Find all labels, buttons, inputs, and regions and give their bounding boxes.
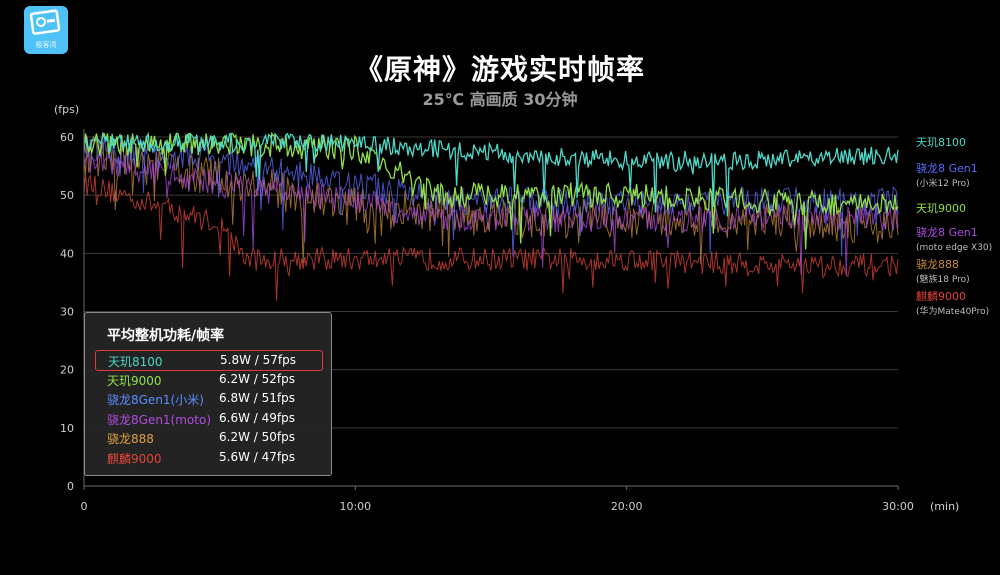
legend-entry-sub: (moto edge X30) [916, 243, 992, 253]
legend-entry-sub: (华为Mate40Pro) [916, 305, 989, 317]
stats-row: 天玑9000 6.2W / 52fps [95, 370, 321, 389]
legend-entry: 骁龙8 Gen1 [916, 225, 978, 239]
stats-row: 天玑8100 5.8W / 57fps [95, 350, 323, 371]
legend-entry: 骁龙888 [916, 257, 959, 271]
legend: 天玑8100 骁龙8 Gen1 (小米12 Pro) 天玑9000 骁龙8 Gen1 (m… [916, 136, 992, 317]
y-tick-label: 60 [60, 131, 74, 144]
stats-row-name: 天玑9000 [107, 373, 162, 388]
stats-row-value: 6.8W / 51fps [219, 391, 295, 406]
x-tick-label: 0 [81, 500, 88, 513]
legend-entry-sub: (魅族18 Pro) [916, 273, 970, 285]
chart-subtitle: 25℃ 高画质 30分钟 [422, 90, 578, 109]
stats-row: 骁龙8Gen1(小米) 6.8W / 51fps [95, 389, 321, 408]
series-layer [83, 131, 899, 301]
y-tick-label: 50 [60, 189, 74, 202]
y-tick-label: 20 [60, 364, 74, 377]
axes: 0 10 20 30 40 50 60 0 10:00 20:00 30:00 (fps) (min) [54, 103, 959, 513]
chart-title: 《原神》游戏实时帧率 [354, 53, 645, 86]
stats-row-name: 骁龙888 [107, 432, 154, 447]
stats-row-value: 5.6W / 47fps [219, 450, 295, 464]
legend-entry: 天玑9000 [916, 202, 966, 215]
stats-row: 骁龙888 6.2W / 50fps [95, 428, 321, 447]
logo: 极客湾 [24, 6, 68, 54]
series-line [83, 131, 899, 217]
y-tick-label: 10 [60, 422, 74, 435]
stats-panel-title: 平均整机功耗/帧率 [107, 328, 225, 344]
x-tick-label: 10:00 [339, 500, 371, 513]
stats-row-name: 天玑8100 [108, 355, 163, 369]
logo-text: 极客湾 [35, 41, 57, 49]
logo-icon [29, 9, 61, 35]
series-line [83, 173, 899, 301]
stats-row-value: 6.2W / 50fps [219, 430, 295, 445]
legend-entry-sub: (小米12 Pro) [916, 177, 970, 189]
x-tick-label: 20:00 [611, 500, 643, 513]
x-tick-label: 30:00 [882, 500, 914, 513]
stats-row-value: 5.8W / 57fps [220, 353, 296, 367]
stats-row: 麒麟9000 5.6W / 47fps [95, 448, 321, 467]
stats-row-value: 6.6W / 49fps [219, 410, 295, 425]
stats-row: 骁龙8Gen1(moto) 6.6W / 49fps [95, 409, 321, 428]
y-tick-label: 30 [60, 306, 74, 319]
average-power-fps-panel: 平均整机功耗/帧率 天玑8100 5.8W / 57fps 天玑9000 6.2W /… [84, 312, 332, 476]
legend-entry: 天玑8100 [916, 136, 966, 149]
y-tick-label: 0 [67, 480, 74, 493]
legend-entry: 骁龙8 Gen1 [916, 161, 978, 175]
stats-row-value: 6.2W / 52fps [219, 371, 295, 386]
x-axis-label: (min) [930, 500, 959, 513]
series-line [83, 147, 899, 276]
stats-row-name: 骁龙8Gen1(moto) [107, 412, 211, 427]
stats-row-name: 骁龙8Gen1(小米) [107, 393, 204, 408]
y-tick-label: 40 [60, 247, 74, 260]
legend-entry: 麒麟9000 [916, 289, 966, 303]
stats-row-name: 麒麟9000 [107, 452, 162, 466]
series-line [83, 136, 899, 257]
y-axis-label: (fps) [54, 103, 79, 116]
